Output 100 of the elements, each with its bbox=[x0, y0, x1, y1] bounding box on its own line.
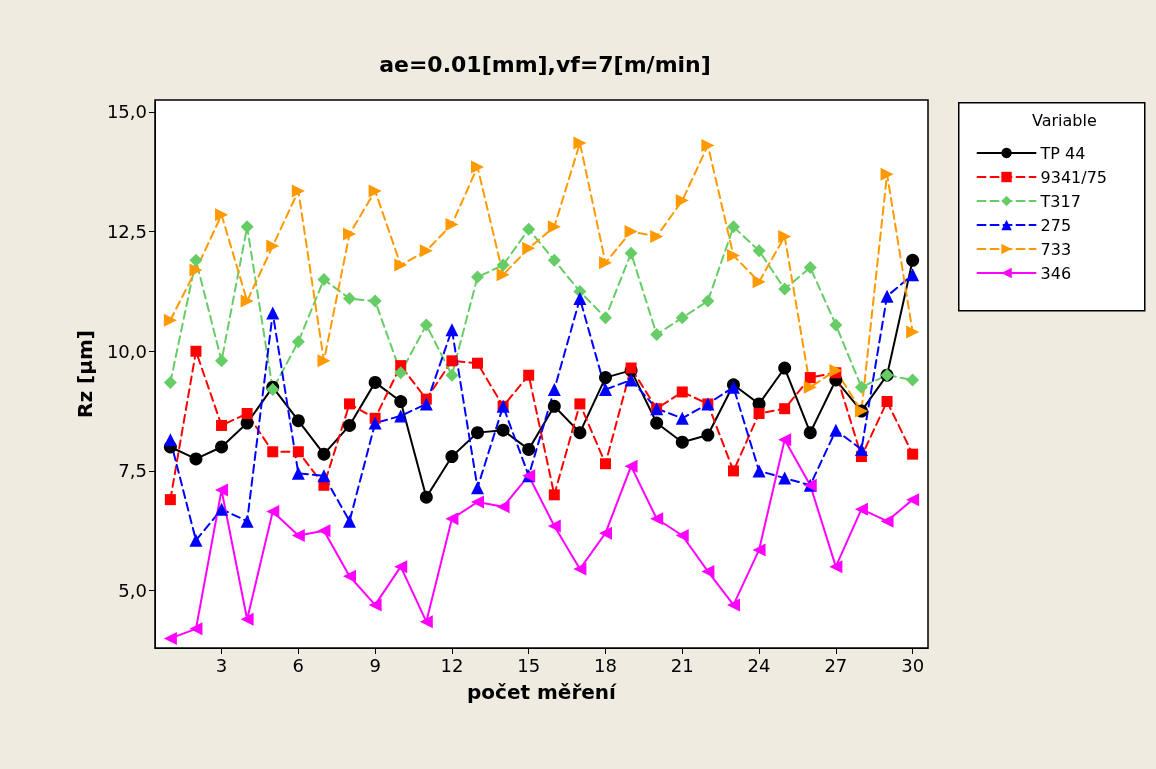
point bbox=[779, 403, 791, 415]
point bbox=[240, 612, 254, 626]
point bbox=[368, 294, 382, 308]
point bbox=[291, 414, 305, 428]
point bbox=[240, 294, 254, 308]
point bbox=[803, 261, 817, 275]
x-tick-label: 18 bbox=[594, 654, 617, 676]
legend-label: 9341/75 bbox=[1040, 167, 1107, 187]
point bbox=[701, 138, 715, 152]
point bbox=[317, 447, 331, 461]
point bbox=[854, 442, 868, 456]
point bbox=[701, 428, 715, 442]
point bbox=[343, 227, 357, 241]
point bbox=[574, 398, 586, 410]
legend-label: 275 bbox=[1040, 215, 1072, 235]
point bbox=[472, 357, 484, 369]
point bbox=[650, 229, 664, 243]
x-tick-label: 3 bbox=[215, 654, 228, 676]
point bbox=[522, 222, 536, 236]
point bbox=[189, 263, 203, 277]
point bbox=[317, 272, 331, 286]
point bbox=[394, 560, 408, 574]
point bbox=[829, 560, 843, 574]
point bbox=[189, 253, 203, 267]
y-axis-title: Rz [µm] bbox=[73, 330, 97, 418]
legend-label: 346 bbox=[1040, 263, 1072, 283]
point bbox=[676, 386, 688, 398]
point bbox=[624, 225, 638, 239]
point bbox=[394, 395, 408, 409]
point bbox=[548, 489, 560, 501]
point bbox=[496, 258, 510, 272]
point bbox=[292, 446, 304, 458]
point bbox=[164, 494, 176, 506]
point bbox=[598, 526, 612, 540]
point bbox=[445, 217, 459, 231]
point bbox=[880, 289, 894, 303]
x-tick-label: 12 bbox=[440, 654, 464, 676]
point bbox=[547, 220, 561, 234]
point bbox=[906, 493, 920, 507]
y-tick-label: 15,0 bbox=[106, 101, 147, 123]
point bbox=[471, 481, 485, 495]
point bbox=[778, 361, 792, 375]
point bbox=[599, 458, 611, 470]
y-tick-label: 10,0 bbox=[106, 340, 147, 362]
x-tick-label: 15 bbox=[517, 654, 541, 676]
point bbox=[881, 396, 893, 408]
point bbox=[573, 292, 587, 306]
y-tick-label: 12,5 bbox=[106, 221, 147, 243]
point bbox=[778, 229, 792, 243]
point bbox=[727, 465, 739, 477]
point bbox=[829, 423, 843, 437]
point bbox=[163, 313, 177, 327]
legend-label: 733 bbox=[1040, 239, 1072, 259]
point bbox=[215, 440, 229, 454]
point bbox=[190, 345, 202, 357]
point bbox=[471, 495, 485, 509]
point bbox=[445, 323, 459, 337]
point bbox=[471, 270, 485, 284]
point bbox=[215, 208, 229, 222]
point bbox=[906, 325, 920, 339]
point bbox=[752, 244, 766, 258]
point bbox=[343, 569, 357, 583]
x-tick-label: 27 bbox=[824, 654, 848, 676]
legend-title: Variable bbox=[1032, 110, 1097, 130]
point bbox=[189, 622, 203, 636]
point bbox=[240, 220, 254, 234]
point bbox=[266, 239, 280, 253]
point bbox=[241, 407, 253, 419]
point bbox=[343, 514, 357, 528]
chart-title: ae=0.01[mm],vf=7[m/min] bbox=[379, 51, 711, 77]
point bbox=[726, 598, 740, 612]
point bbox=[240, 514, 254, 528]
point bbox=[829, 318, 843, 332]
point bbox=[752, 464, 766, 478]
point bbox=[675, 435, 689, 449]
point bbox=[317, 469, 331, 483]
point bbox=[496, 500, 510, 514]
point bbox=[547, 253, 561, 267]
point bbox=[752, 275, 766, 289]
point bbox=[599, 371, 612, 385]
x-tick-label: 6 bbox=[292, 654, 305, 676]
point bbox=[419, 615, 433, 629]
point bbox=[573, 136, 587, 150]
point bbox=[547, 519, 561, 533]
point bbox=[419, 244, 433, 258]
point bbox=[675, 411, 689, 425]
point bbox=[624, 246, 638, 260]
point bbox=[471, 426, 485, 440]
point bbox=[291, 335, 305, 349]
point bbox=[368, 598, 382, 612]
point bbox=[496, 268, 510, 282]
legend-label: TP 44 bbox=[1039, 143, 1086, 163]
point bbox=[701, 294, 715, 308]
point bbox=[291, 466, 305, 480]
point bbox=[778, 433, 792, 447]
point bbox=[189, 452, 203, 466]
point bbox=[522, 442, 536, 456]
point bbox=[907, 448, 919, 460]
point bbox=[266, 306, 280, 320]
point bbox=[368, 416, 382, 430]
